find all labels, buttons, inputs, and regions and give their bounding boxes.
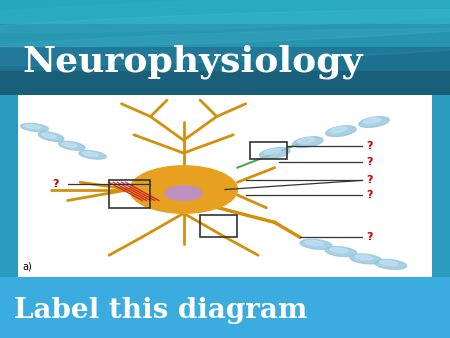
Ellipse shape <box>350 254 382 264</box>
Ellipse shape <box>326 126 356 137</box>
Bar <box>250 142 287 159</box>
Text: Neurophysiology: Neurophysiology <box>22 44 363 79</box>
Ellipse shape <box>375 260 406 269</box>
Ellipse shape <box>165 186 202 200</box>
Ellipse shape <box>58 141 85 150</box>
Ellipse shape <box>0 0 450 33</box>
Ellipse shape <box>355 255 373 260</box>
Ellipse shape <box>330 247 348 253</box>
Text: ?: ? <box>366 141 372 151</box>
Text: ?: ? <box>366 157 372 167</box>
Ellipse shape <box>25 124 40 129</box>
Ellipse shape <box>21 123 49 131</box>
Ellipse shape <box>380 260 397 265</box>
Ellipse shape <box>292 137 323 147</box>
Ellipse shape <box>62 142 77 147</box>
Bar <box>0 47 450 71</box>
Ellipse shape <box>364 118 380 123</box>
Ellipse shape <box>83 152 98 156</box>
Text: ?: ? <box>52 179 58 189</box>
Text: ?: ? <box>366 190 372 200</box>
Ellipse shape <box>305 240 323 245</box>
Text: Label this diagram: Label this diagram <box>14 297 307 324</box>
Bar <box>200 215 238 237</box>
Circle shape <box>130 166 238 213</box>
Ellipse shape <box>300 239 332 249</box>
Bar <box>109 180 150 208</box>
Text: a): a) <box>22 262 32 272</box>
Ellipse shape <box>359 117 389 127</box>
Ellipse shape <box>79 151 106 159</box>
Ellipse shape <box>330 127 347 132</box>
Ellipse shape <box>0 10 450 47</box>
Ellipse shape <box>38 132 64 141</box>
Ellipse shape <box>42 133 56 138</box>
Text: ?: ? <box>366 175 372 186</box>
Ellipse shape <box>297 138 314 144</box>
Text: ?: ? <box>366 232 372 242</box>
Ellipse shape <box>260 148 290 159</box>
Ellipse shape <box>325 247 357 257</box>
Bar <box>0 0 450 24</box>
Ellipse shape <box>0 29 450 66</box>
Bar <box>0 71 450 95</box>
Bar <box>0 24 450 47</box>
Ellipse shape <box>264 149 281 154</box>
